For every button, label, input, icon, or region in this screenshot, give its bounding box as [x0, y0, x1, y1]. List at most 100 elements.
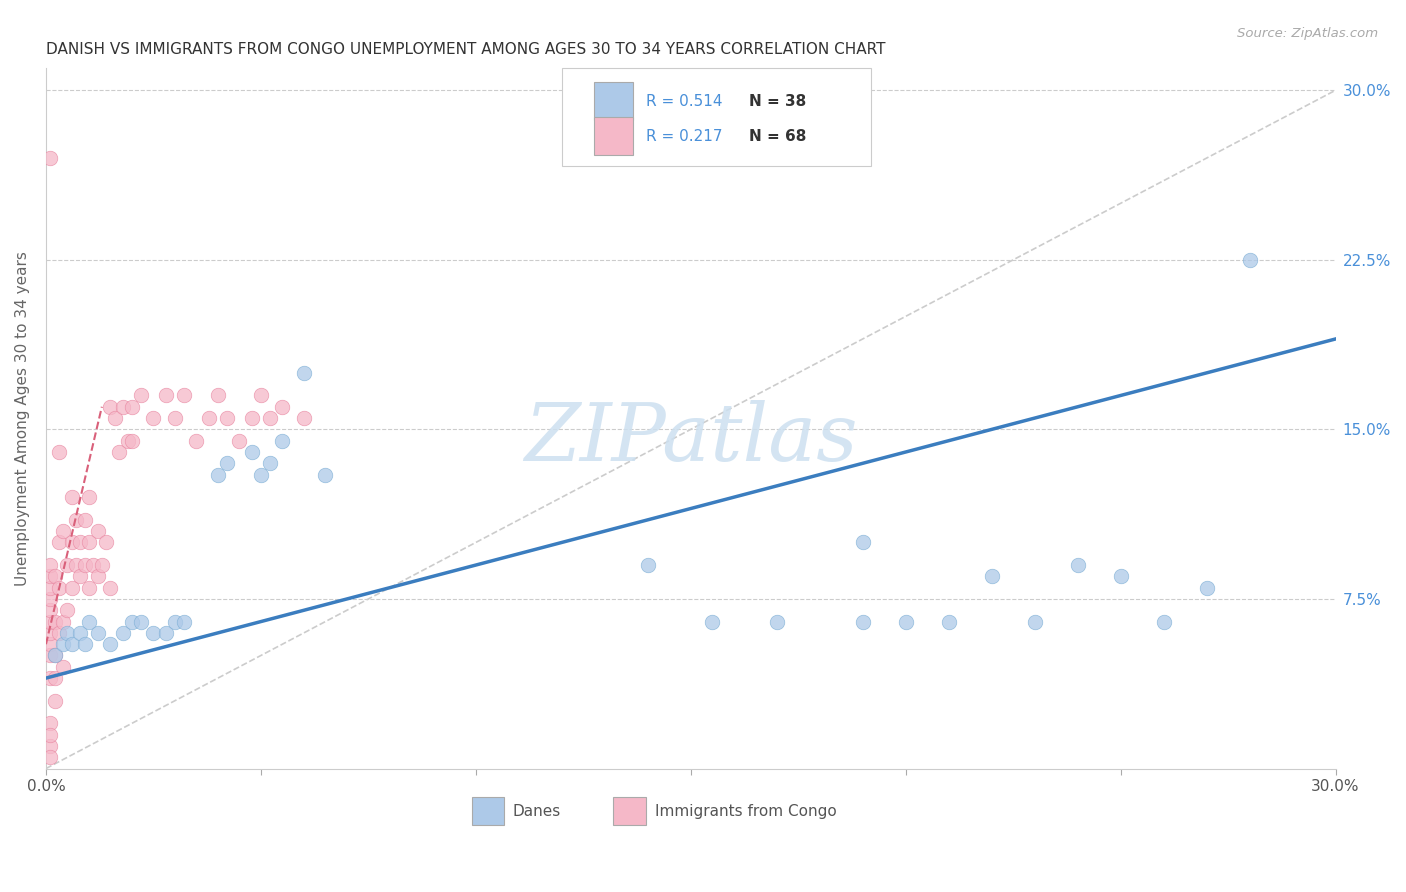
Point	[292, 411, 315, 425]
Point	[44, 615, 66, 629]
Point	[48, 626, 70, 640]
Point	[155, 388, 177, 402]
Point	[163, 615, 186, 629]
Point	[271, 400, 294, 414]
Point	[186, 434, 208, 448]
Point	[69, 569, 91, 583]
Point	[39, 615, 62, 629]
Point	[215, 411, 238, 425]
Point	[44, 648, 66, 663]
Point	[60, 490, 83, 504]
Point	[207, 467, 229, 482]
Point	[56, 558, 79, 572]
Point	[60, 637, 83, 651]
Point	[173, 615, 195, 629]
Point	[73, 558, 96, 572]
Point	[48, 535, 70, 549]
Point	[765, 615, 787, 629]
Point	[48, 581, 70, 595]
Point	[69, 626, 91, 640]
Point	[155, 626, 177, 640]
Point	[39, 716, 62, 731]
Point	[82, 558, 104, 572]
Text: N = 38: N = 38	[749, 94, 806, 109]
Point	[215, 456, 238, 470]
Point	[39, 648, 62, 663]
Point	[86, 524, 108, 538]
Point	[1195, 581, 1218, 595]
Point	[86, 569, 108, 583]
Point	[980, 569, 1002, 583]
Point	[1239, 252, 1261, 267]
Point	[637, 558, 659, 572]
Point	[39, 626, 62, 640]
Point	[73, 637, 96, 651]
Point	[121, 434, 143, 448]
Point	[314, 467, 336, 482]
Point	[39, 581, 62, 595]
Point	[39, 739, 62, 753]
Point	[69, 535, 91, 549]
Point	[48, 445, 70, 459]
Point	[142, 626, 165, 640]
Point	[100, 637, 122, 651]
Point	[39, 558, 62, 572]
Point	[259, 411, 281, 425]
Point	[94, 535, 117, 549]
Point	[77, 535, 100, 549]
Point	[142, 411, 165, 425]
Point	[90, 558, 112, 572]
Text: Source: ZipAtlas.com: Source: ZipAtlas.com	[1237, 27, 1378, 40]
Point	[894, 615, 917, 629]
Point	[52, 524, 75, 538]
Text: DANISH VS IMMIGRANTS FROM CONGO UNEMPLOYMENT AMONG AGES 30 TO 34 YEARS CORRELATI: DANISH VS IMMIGRANTS FROM CONGO UNEMPLOY…	[46, 42, 886, 57]
Bar	[595, 82, 633, 120]
Point	[77, 615, 100, 629]
Point	[250, 467, 273, 482]
Point	[52, 660, 75, 674]
Point	[228, 434, 250, 448]
Point	[100, 400, 122, 414]
Text: R = 0.514: R = 0.514	[645, 94, 723, 109]
Point	[112, 400, 135, 414]
Point	[271, 434, 294, 448]
Point	[39, 151, 62, 165]
Point	[77, 490, 100, 504]
Point	[39, 591, 62, 606]
Point	[163, 411, 186, 425]
Point	[112, 626, 135, 640]
Text: ZIPatlas: ZIPatlas	[524, 401, 858, 478]
Point	[108, 445, 131, 459]
Point	[60, 581, 83, 595]
Point	[1153, 615, 1175, 629]
Point	[207, 388, 229, 402]
Point	[39, 728, 62, 742]
Point	[1109, 569, 1132, 583]
Point	[1066, 558, 1088, 572]
Point	[121, 400, 143, 414]
Point	[129, 615, 152, 629]
Point	[240, 445, 263, 459]
Point	[117, 434, 139, 448]
Bar	[471, 797, 503, 824]
Point	[104, 411, 127, 425]
Point	[1024, 615, 1046, 629]
Point	[173, 388, 195, 402]
Point	[198, 411, 221, 425]
Point	[52, 615, 75, 629]
Point	[65, 513, 87, 527]
Point	[39, 750, 62, 764]
Point	[292, 366, 315, 380]
Point	[56, 626, 79, 640]
Text: Immigrants from Congo: Immigrants from Congo	[655, 805, 837, 820]
Point	[852, 535, 875, 549]
Point	[129, 388, 152, 402]
Point	[702, 615, 724, 629]
Point	[852, 615, 875, 629]
Point	[938, 615, 960, 629]
Point	[240, 411, 263, 425]
Point	[44, 671, 66, 685]
Point	[39, 569, 62, 583]
Text: N = 68: N = 68	[749, 128, 806, 144]
Point	[86, 626, 108, 640]
